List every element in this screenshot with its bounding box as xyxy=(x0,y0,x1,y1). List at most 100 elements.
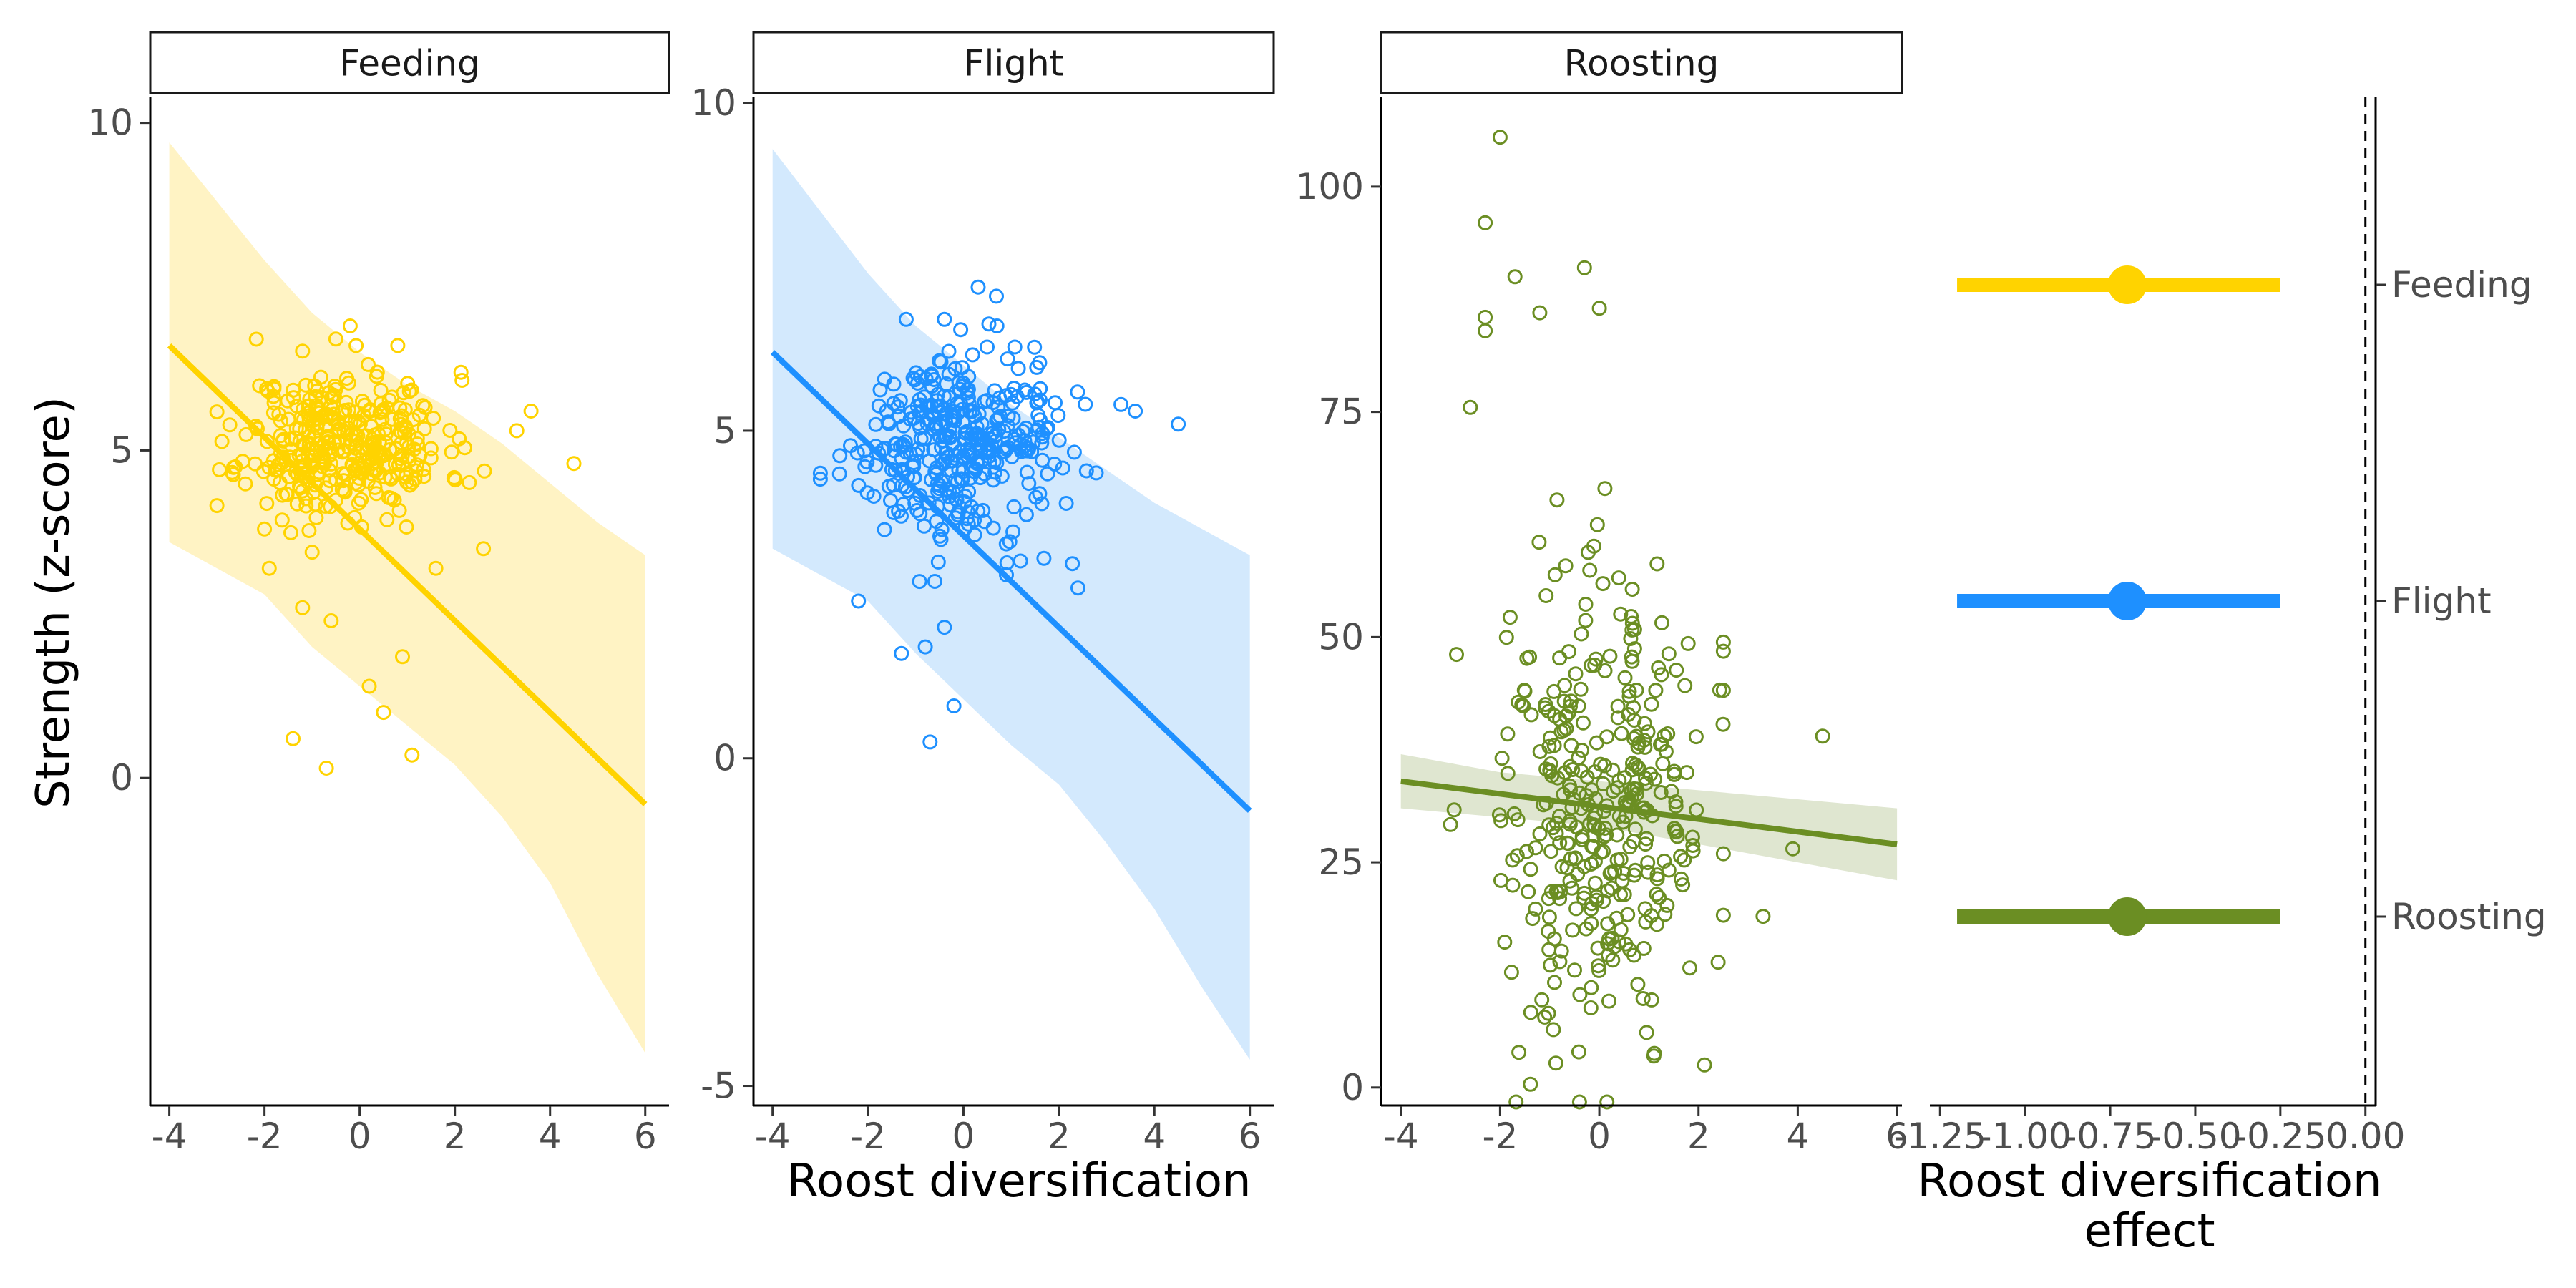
x-tick-label: 0 xyxy=(348,1116,371,1157)
confidence-band xyxy=(169,142,645,1053)
data-point xyxy=(1543,730,1558,746)
data-point xyxy=(1528,901,1543,917)
data-point xyxy=(1621,683,1637,699)
data-point xyxy=(308,477,323,493)
data-point xyxy=(1492,130,1508,145)
panel-feeding: -4 -2 0 2 4 6 0 5 10 Feeding xyxy=(87,31,670,1157)
data-point xyxy=(1668,799,1684,814)
data-point xyxy=(1609,780,1625,796)
data-point xyxy=(1565,922,1581,938)
data-point xyxy=(1621,707,1636,722)
data-point xyxy=(476,541,492,557)
data-point xyxy=(1559,835,1575,851)
data-point xyxy=(283,431,299,447)
strip-header xyxy=(752,31,1275,94)
data-point xyxy=(384,389,400,405)
data-point xyxy=(509,423,525,439)
data-point xyxy=(1528,840,1543,856)
data-point xyxy=(981,316,997,332)
data-point xyxy=(985,395,1001,411)
data-point xyxy=(374,404,390,419)
data-point xyxy=(416,421,432,436)
data-point xyxy=(1697,1057,1712,1073)
data-point xyxy=(298,498,314,514)
data-point xyxy=(453,364,469,380)
data-point xyxy=(932,528,947,544)
data-point xyxy=(1597,481,1613,497)
data-point xyxy=(388,441,404,457)
data-point xyxy=(1644,696,1659,712)
data-point xyxy=(335,466,351,482)
data-point xyxy=(1005,524,1021,540)
data-point xyxy=(1636,732,1652,748)
x-tick-label: -0.25 xyxy=(2234,1116,2326,1157)
data-point xyxy=(1547,975,1562,990)
x-tick-label: -2 xyxy=(850,1116,886,1157)
data-point xyxy=(1015,424,1031,439)
data-point xyxy=(1572,987,1588,1002)
data-point xyxy=(1610,710,1626,726)
data-point xyxy=(1593,844,1609,860)
x-tick-label: 6 xyxy=(634,1116,657,1157)
data-point xyxy=(1491,807,1507,823)
data-point xyxy=(235,454,250,469)
data-point xyxy=(225,464,240,480)
x-tick-label: -1.25 xyxy=(1894,1116,1986,1157)
data-point xyxy=(937,406,953,422)
data-point xyxy=(416,462,431,477)
data-point xyxy=(1010,361,1026,376)
data-point xyxy=(1597,663,1613,678)
x-tick-label: 0.00 xyxy=(2326,1116,2405,1157)
panel-coefficient: -1.25-1.00-0.75-0.50-0.250.00 Feeding Flig… xyxy=(1894,97,2547,1157)
data-point xyxy=(960,504,976,520)
x-tick-label: -4 xyxy=(152,1116,187,1157)
data-point xyxy=(851,593,867,609)
data-point xyxy=(462,474,477,490)
data-point xyxy=(1040,466,1055,482)
data-point xyxy=(1113,396,1129,412)
data-point xyxy=(1541,817,1557,833)
data-point xyxy=(1088,465,1104,481)
data-point xyxy=(1034,435,1050,451)
data-point xyxy=(965,404,981,419)
data-point xyxy=(1638,771,1653,786)
data-point xyxy=(1557,678,1573,693)
data-point xyxy=(1503,965,1519,980)
data-point xyxy=(309,467,325,482)
data-point xyxy=(1562,873,1578,889)
estimate-point xyxy=(2107,897,2147,936)
data-point xyxy=(369,364,385,380)
data-point xyxy=(1036,550,1052,566)
data-point xyxy=(366,462,382,477)
y-tick-label: 50 xyxy=(1318,616,1364,658)
data-point xyxy=(1589,517,1605,532)
data-point xyxy=(391,502,407,518)
data-point xyxy=(877,522,892,537)
data-point xyxy=(259,496,275,512)
data-point xyxy=(1617,670,1633,686)
data-point xyxy=(397,425,412,441)
data-point xyxy=(1583,1000,1599,1015)
data-point xyxy=(942,430,958,446)
data-point xyxy=(1609,827,1625,843)
data-point xyxy=(1558,558,1574,574)
data-point xyxy=(1661,646,1677,662)
data-point xyxy=(367,479,383,495)
data-point xyxy=(963,430,979,446)
data-point xyxy=(1567,962,1582,978)
data-point xyxy=(1677,678,1693,693)
data-point xyxy=(929,467,945,482)
data-point xyxy=(1500,766,1516,781)
data-point xyxy=(961,484,977,499)
data-point xyxy=(1541,942,1557,957)
data-point xyxy=(965,347,980,363)
data-point xyxy=(1562,814,1578,829)
data-point xyxy=(209,404,225,420)
x-tick-label: -1.00 xyxy=(1979,1116,2071,1157)
data-point xyxy=(1682,960,1697,976)
data-point xyxy=(350,460,366,476)
data-point xyxy=(1478,215,1493,230)
data-point xyxy=(353,492,369,507)
data-point xyxy=(1548,826,1564,841)
data-point xyxy=(1013,553,1028,569)
